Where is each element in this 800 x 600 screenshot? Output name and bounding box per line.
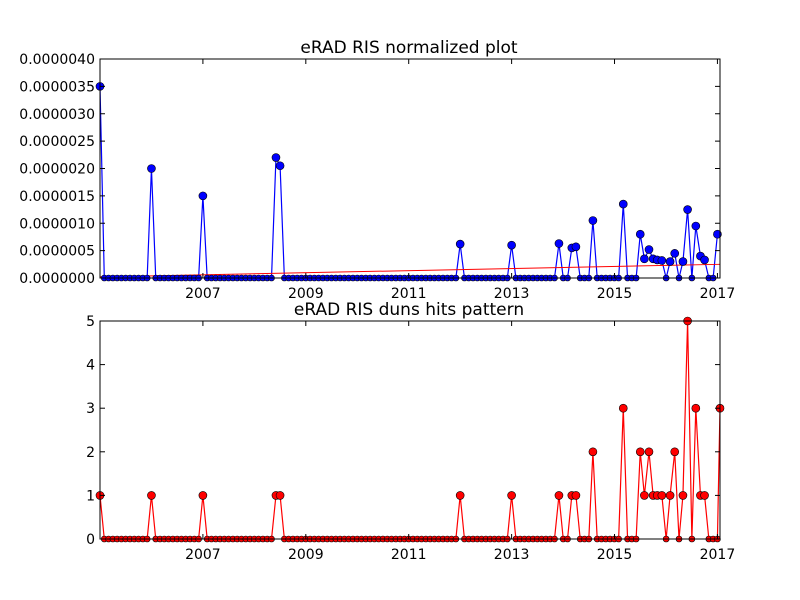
data-point bbox=[198, 491, 208, 500]
y-tick-label: 0.0000040 bbox=[19, 52, 95, 68]
x-tick-label: 2007 bbox=[185, 547, 221, 563]
data-point bbox=[507, 240, 516, 250]
y-tick-label: 5 bbox=[86, 314, 95, 330]
y-tick-label: 2 bbox=[86, 445, 95, 461]
y-tick-label: 0.0000010 bbox=[19, 216, 95, 232]
y-tick-label: 0.0000015 bbox=[19, 189, 95, 205]
data-point bbox=[700, 255, 709, 265]
x-tick-label: 2017 bbox=[700, 286, 736, 302]
data-point bbox=[700, 491, 709, 500]
series-points bbox=[95, 82, 722, 282]
y-tick-label: 0.0000025 bbox=[19, 134, 95, 150]
plot-frame bbox=[99, 320, 721, 540]
series-line bbox=[99, 86, 719, 279]
data-point bbox=[644, 245, 654, 254]
chart-title: eRAD RIS normalized plot bbox=[300, 38, 518, 58]
data-point bbox=[618, 403, 628, 413]
axis-ticks: 2007 2009 2011 2013 2015 2017 0 1 2 3 4 5 bbox=[86, 314, 735, 563]
series-points bbox=[95, 316, 725, 543]
x-tick-label: 2015 bbox=[597, 286, 633, 302]
y-tick-label: 0 bbox=[86, 532, 95, 548]
y-tick-label: 0.0000000 bbox=[19, 271, 95, 287]
x-tick-label: 2009 bbox=[288, 286, 324, 302]
data-point bbox=[554, 239, 564, 248]
x-tick-label: 2007 bbox=[185, 286, 221, 302]
series-lines bbox=[99, 86, 721, 279]
data-point bbox=[275, 161, 285, 171]
plot-frame bbox=[99, 58, 721, 279]
data-point bbox=[147, 164, 156, 173]
y-tick-label: 1 bbox=[86, 488, 95, 504]
data-point bbox=[571, 491, 581, 500]
y-tick-label: 0.0000020 bbox=[19, 162, 95, 178]
chart-title: eRAD RIS duns hits pattern bbox=[294, 300, 524, 320]
data-point bbox=[618, 199, 628, 209]
data-point bbox=[455, 239, 465, 249]
duns-hits-plot: eRAD RIS duns hits pattern 2007 2009 2011 2… bbox=[86, 300, 735, 563]
data-point bbox=[635, 229, 645, 239]
data-point bbox=[147, 491, 156, 500]
x-tick-label: 2017 bbox=[700, 547, 736, 563]
y-tick-label: 0.0000030 bbox=[19, 107, 95, 123]
x-tick-label: 2013 bbox=[494, 286, 530, 302]
data-point bbox=[691, 221, 701, 231]
data-point bbox=[455, 491, 465, 500]
y-tick-label: 0.0000035 bbox=[19, 79, 95, 95]
data-point bbox=[635, 447, 645, 457]
y-tick-label: 3 bbox=[86, 401, 95, 417]
series-line bbox=[99, 320, 721, 540]
data-point bbox=[588, 216, 598, 225]
data-point bbox=[588, 447, 598, 457]
data-point bbox=[198, 191, 208, 201]
data-point bbox=[571, 242, 581, 252]
data-point bbox=[644, 447, 654, 457]
x-tick-label: 2009 bbox=[288, 547, 324, 563]
y-tick-label: 0.0000005 bbox=[19, 244, 95, 260]
data-point bbox=[275, 491, 285, 500]
data-point bbox=[657, 491, 667, 500]
data-point bbox=[640, 254, 649, 264]
x-tick-label: 2011 bbox=[391, 547, 427, 563]
series-lines bbox=[99, 320, 721, 540]
data-point bbox=[665, 491, 675, 500]
data-point bbox=[554, 491, 564, 500]
normalized-plot: eRAD RIS normalized plot 2007 2009 2011 201… bbox=[19, 38, 735, 302]
x-tick-label: 2015 bbox=[597, 547, 633, 563]
data-point bbox=[713, 229, 722, 239]
data-point bbox=[691, 403, 701, 413]
data-point bbox=[670, 447, 680, 457]
data-point bbox=[665, 257, 675, 266]
data-point bbox=[657, 256, 667, 265]
data-point bbox=[678, 257, 688, 266]
data-point bbox=[640, 491, 649, 500]
y-tick-label: 4 bbox=[86, 358, 95, 374]
data-point bbox=[670, 249, 680, 258]
data-point bbox=[683, 205, 692, 214]
x-tick-label: 2013 bbox=[494, 547, 530, 563]
x-tick-label: 2011 bbox=[391, 286, 427, 302]
data-point bbox=[507, 491, 516, 500]
data-point bbox=[678, 491, 688, 500]
axis-ticks: 2007 2009 2011 2013 2015 2017 0.0000000 0.00000… bbox=[19, 52, 735, 302]
data-point bbox=[271, 153, 281, 162]
